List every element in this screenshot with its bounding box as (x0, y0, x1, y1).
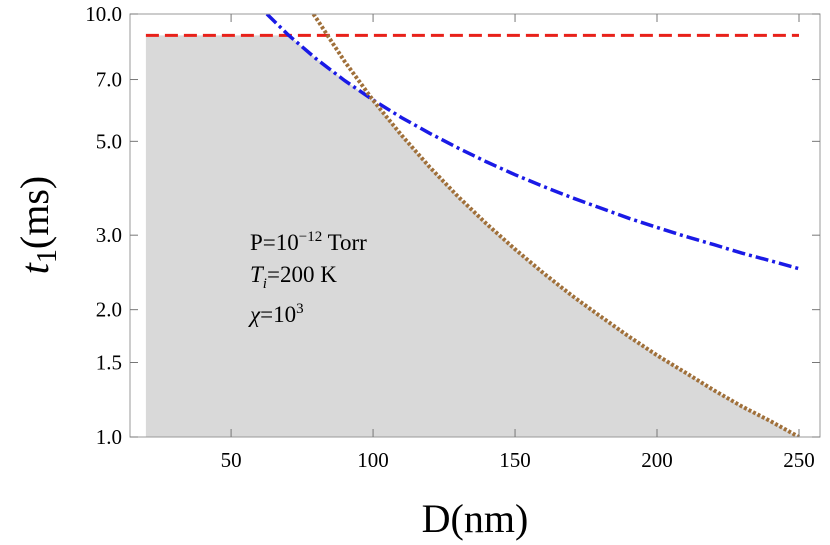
y-tick-label: 2.0 (96, 298, 122, 322)
y-tick-label: 1.0 (96, 425, 122, 449)
annotation: χ=103 (248, 301, 304, 327)
annotation-part: T (250, 262, 265, 287)
x-tick-label: 150 (499, 448, 531, 472)
annotation: P=10−12 Torr (250, 229, 367, 255)
annotation-part: P=10 (250, 230, 299, 255)
x-tick-label: 100 (357, 448, 389, 472)
plot-area: 50 100 150 200 250 1.0 1.5 2.0 3.0 5.0 7.0 10.0 (85, 2, 821, 472)
line (265, 14, 800, 271)
frame (129, 13, 821, 438)
y-tick-label: 10.0 (85, 2, 122, 26)
y-tick-label: 3.0 (96, 223, 122, 247)
annotation-part: −12 (299, 229, 322, 245)
annotation-part: =200 K (267, 262, 337, 287)
line (311, 14, 800, 437)
y-axis-title-part: 1 (32, 249, 63, 263)
annotation-part: χ (248, 302, 261, 327)
x-axis-title: D(nm) (422, 496, 529, 541)
y-tick-label: 1.5 (96, 351, 122, 375)
y-tick-label: 5.0 (96, 129, 122, 153)
y-tick-label: 7.0 (96, 68, 122, 92)
annotation-part: 3 (296, 301, 304, 317)
x-tick-label: 200 (641, 448, 673, 472)
y-axis-title-part: (ms) (12, 176, 57, 249)
x-tick-label: 250 (783, 448, 815, 472)
y-axis-title-part: t (12, 262, 57, 274)
y-axis-title: t1(ms) (12, 176, 63, 274)
x-tick-label: 50 (221, 448, 242, 472)
annotation: Ti=200 K (250, 262, 337, 292)
annotation-part: i (263, 276, 267, 292)
area (145, 35, 799, 438)
annotation-part: Torr (322, 230, 367, 255)
annotation-part: =10 (260, 302, 296, 327)
